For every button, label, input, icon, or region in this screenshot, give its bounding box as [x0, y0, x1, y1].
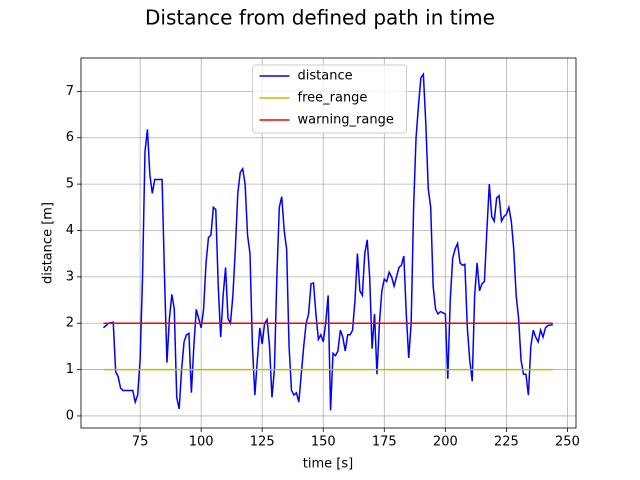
y-tick-label: 4 — [66, 223, 74, 238]
data-line — [102, 72, 553, 411]
x-tick-label: 125 — [250, 435, 275, 450]
y-tick-label: 7 — [66, 84, 74, 99]
legend-label: distance — [298, 69, 353, 84]
plot-frame — [80, 57, 577, 429]
y-tick-label: 1 — [66, 362, 74, 377]
x-tick-label: 175 — [372, 435, 397, 450]
legend-label: warning_range — [298, 113, 394, 128]
y-tick-label: 0 — [66, 408, 74, 423]
y-tick-label: 2 — [66, 316, 74, 331]
y-tick-label: 6 — [66, 130, 74, 145]
chart-title: Distance from defined path in time — [145, 6, 495, 30]
x-tick-label: 250 — [555, 435, 580, 450]
y-axis-label: distance [m] — [41, 202, 56, 284]
x-axis-label: time [s] — [303, 457, 353, 472]
x-tick-label: 150 — [311, 435, 336, 450]
x-tick-label: 100 — [189, 435, 214, 450]
legend-box — [252, 64, 407, 134]
y-tick-label: 5 — [66, 177, 74, 192]
x-tick-label: 225 — [494, 435, 519, 450]
x-tick-label: 75 — [132, 435, 149, 450]
x-tick-label: 200 — [433, 435, 458, 450]
legend-label: free_range — [298, 91, 368, 106]
y-tick-label: 3 — [66, 269, 74, 284]
